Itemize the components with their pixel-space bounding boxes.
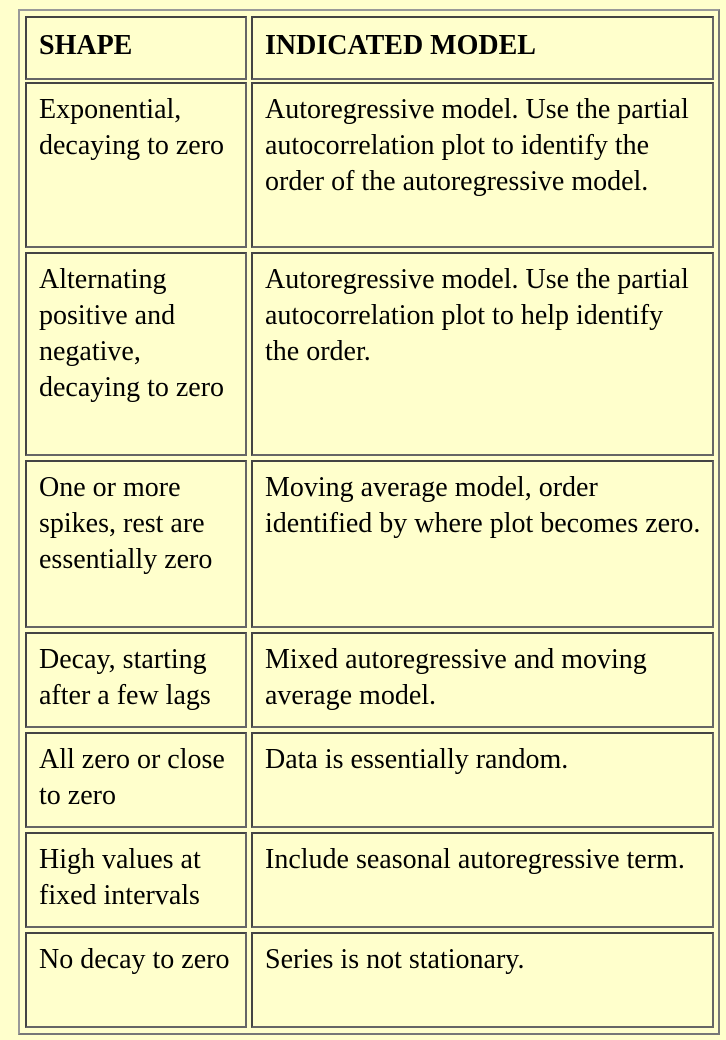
table-row-2-shape: Alternating positive and negative, decay… — [25, 252, 247, 456]
header-indicated-model: INDICATED MODEL — [251, 16, 714, 80]
header-shape: SHAPE — [25, 16, 247, 80]
table-row-3-shape: One or more spikes, rest are essentially… — [25, 460, 247, 628]
table-row-1-shape: Exponential, decaying to zero — [25, 82, 247, 248]
table-row-2-model: Autoregressive model. Use the partial au… — [251, 252, 714, 456]
table-row-7-shape: No decay to zero — [25, 932, 247, 1028]
table-row-5-model: Data is essentially random. — [251, 732, 714, 828]
table-row-6-model: Include seasonal autoregressive term. — [251, 832, 714, 928]
table-row-6-shape: High values at fixed intervals — [25, 832, 247, 928]
table-row-3-model: Moving average model, order identified b… — [251, 460, 714, 628]
table-row-4-model: Mixed autoregressive and moving average … — [251, 632, 714, 728]
table-row-5-shape: All zero or close to zero — [25, 732, 247, 828]
model-identification-table: SHAPE INDICATED MODEL Exponential, decay… — [18, 9, 720, 1035]
table-row-7-model: Series is not stationary. — [251, 932, 714, 1028]
table-row-4-shape: Decay, starting after a few lags — [25, 632, 247, 728]
table-row-1-model: Autoregressive model. Use the partial au… — [251, 82, 714, 248]
